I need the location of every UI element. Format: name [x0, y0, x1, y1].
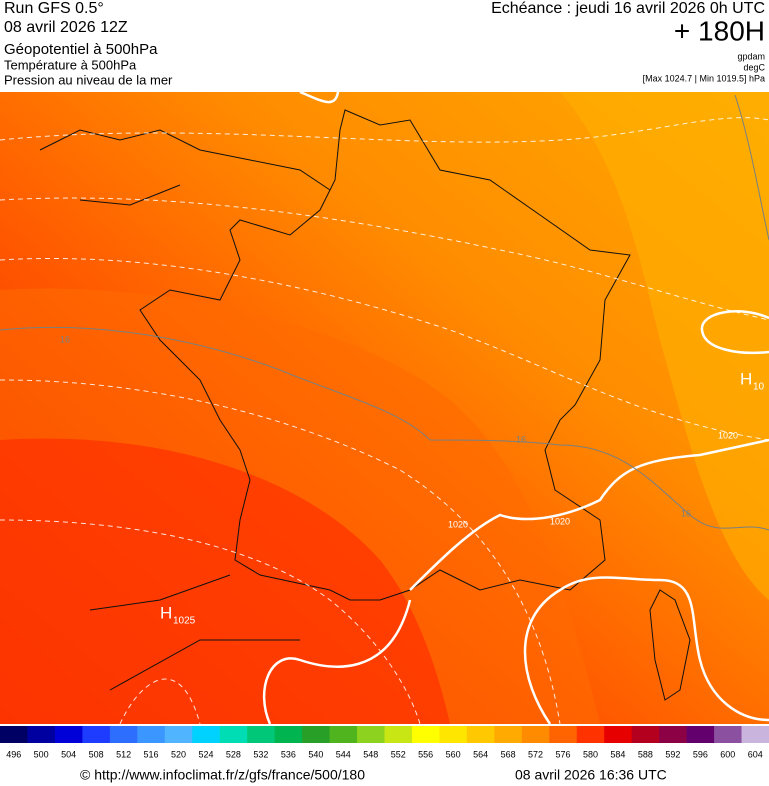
colorbar-label: 584 [610, 749, 625, 759]
colorbar-swatch [494, 726, 523, 743]
contour-label: 16 [60, 334, 70, 344]
colorbar-label: 596 [693, 749, 708, 759]
colorbar-label: 504 [61, 749, 76, 759]
contour-label: 16 [516, 434, 526, 444]
unit: gpdam [737, 51, 765, 61]
colorbar-label: 500 [34, 749, 49, 759]
forecast-time: Echéance : jeudi 16 avril 2026 0h UTC [491, 0, 765, 17]
geopotential-contour [0, 117, 769, 725]
colorbar-label: 548 [363, 749, 378, 759]
colorbar-swatch [576, 726, 605, 743]
colorbar-label: 556 [418, 749, 433, 759]
colorbar-label: 516 [144, 749, 159, 759]
colorbar-label: 528 [226, 749, 241, 759]
pressure-center-symbol: H [740, 369, 752, 388]
colorbar-swatch [466, 726, 495, 743]
colorbar-swatch [27, 726, 56, 743]
colorbar-label: 572 [528, 749, 543, 759]
colorbar-swatch [549, 726, 578, 743]
temperature-contour [0, 94, 769, 531]
colorbar-swatch [302, 726, 331, 743]
colorbar-swatch [0, 726, 28, 743]
colorbar-swatch [219, 726, 248, 743]
colorbar-label: 588 [638, 749, 653, 759]
colorbar-label: 592 [665, 749, 680, 759]
layer-label: Température à 500hPa [4, 57, 137, 72]
colorbar-label: 604 [748, 749, 763, 759]
lead-time: + 180H [674, 15, 765, 46]
colorbar-label: 520 [171, 749, 186, 759]
pressure-center-symbol: H [160, 603, 172, 622]
pressure-center-value: 1025 [173, 616, 196, 627]
run-date: 08 avril 2026 12Z [4, 19, 128, 36]
colorbar-swatch [411, 726, 440, 743]
colorbar-label: 600 [720, 749, 735, 759]
pressure-center-value: 10 [753, 382, 765, 393]
colorbar-swatch [357, 726, 385, 743]
map: H 1025 H 10 16 16 16 1020 1020 1020 [0, 90, 769, 725]
colorbar-label: 536 [281, 749, 296, 759]
colorbar-swatch [164, 726, 193, 743]
colorbar-swatch [521, 726, 550, 743]
colorbar-swatch [192, 726, 221, 743]
colorbar-swatch [82, 726, 111, 743]
layer-label: Pression au niveau de la mer [4, 72, 173, 87]
colorbar-swatch [659, 726, 688, 743]
colorbar-swatch [686, 726, 715, 743]
colorbar-label: 508 [89, 749, 104, 759]
map-field [0, 438, 450, 724]
colorbar-swatch [439, 726, 468, 743]
timestamp: 08 avril 2026 16:36 UTC [515, 767, 667, 783]
colorbar: 496 500 504 508 512 516 520 524 528 532 536 540 544 5… [0, 726, 769, 759]
map-field [560, 92, 769, 600]
source-url: © http://www.infoclimat.fr/z/gfs/france/… [80, 767, 365, 783]
colorbar-label: 512 [116, 749, 131, 759]
colorbar-label: 564 [473, 749, 488, 759]
coastline [39, 109, 691, 701]
layer-label: Géopotentiel à 500hPa [4, 41, 158, 58]
contour-label: 1020 [448, 519, 468, 529]
colorbar-swatch [137, 726, 166, 743]
colorbar-label: 540 [308, 749, 323, 759]
colorbar-swatch [384, 726, 413, 743]
colorbar-swatch [631, 726, 660, 743]
colorbar-label: 560 [446, 749, 461, 759]
colorbar-label: 524 [198, 749, 213, 759]
unit: degC [743, 62, 765, 72]
colorbar-swatch [714, 726, 743, 743]
pressure-range: [Max 1024.7 | Min 1019.5] hPa [643, 73, 765, 83]
colorbar-label: 496 [6, 749, 21, 759]
colorbar-label: 576 [556, 749, 571, 759]
run-title: Run GFS 0.5° [4, 0, 104, 17]
colorbar-label: 552 [391, 749, 406, 759]
colorbar-label: 568 [501, 749, 516, 759]
colorbar-label: 532 [253, 749, 268, 759]
contour-label: 1020 [550, 516, 570, 526]
colorbar-swatch [741, 726, 769, 743]
colorbar-swatch [54, 726, 83, 743]
colorbar-label: 544 [336, 749, 351, 759]
colorbar-swatch [604, 726, 633, 743]
contour-label: 1020 [718, 430, 738, 440]
colorbar-swatch [274, 726, 303, 743]
colorbar-swatch [329, 726, 358, 743]
colorbar-label: 580 [583, 749, 598, 759]
colorbar-swatch [109, 726, 138, 743]
isobar [262, 90, 769, 725]
colorbar-swatch [247, 726, 276, 743]
contour-label: 16 [681, 508, 691, 518]
